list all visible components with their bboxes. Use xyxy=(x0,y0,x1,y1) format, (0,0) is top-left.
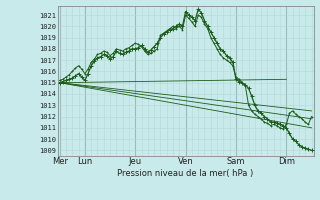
X-axis label: Pression niveau de la mer( hPa ): Pression niveau de la mer( hPa ) xyxy=(117,169,254,178)
